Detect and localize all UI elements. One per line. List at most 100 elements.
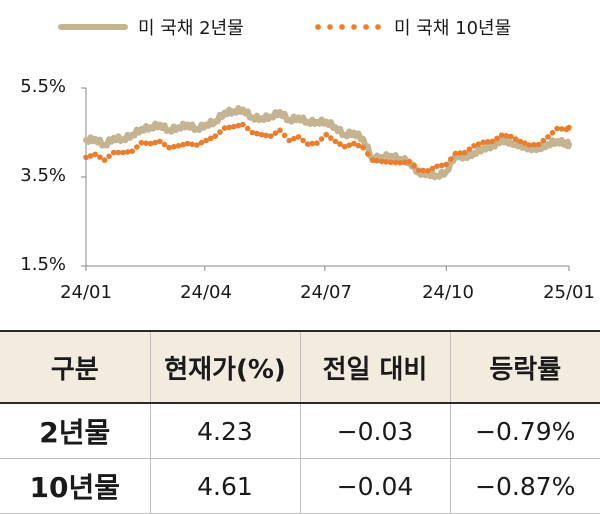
series-point-10y: [92, 151, 98, 158]
series-point-10y: [337, 141, 343, 147]
series-point-10y: [134, 144, 140, 150]
series-point-10y: [512, 136, 519, 142]
legend-label-10y: 미 국채 10년물: [394, 18, 512, 39]
y-tick-label: 5.5%: [20, 76, 66, 97]
x-tick-label: 24/10: [422, 282, 474, 303]
series-point-10y: [263, 132, 269, 139]
series-point-10y: [540, 137, 547, 144]
series-point-10y: [554, 125, 560, 132]
table-cell: 4.23: [149, 403, 300, 459]
x-tick-label: 25/01: [543, 282, 595, 303]
series-point-10y: [240, 121, 246, 128]
series-point-10y: [226, 124, 232, 131]
series-point-10y: [411, 163, 417, 169]
series-point-10y: [175, 143, 182, 149]
series-point-10y: [457, 150, 463, 156]
series-point-10y: [365, 151, 371, 157]
series-point-10y: [438, 162, 445, 169]
table-header-cell: 전일 대비: [299, 330, 450, 404]
series-point-10y: [452, 150, 459, 157]
series-point-10y: [526, 142, 533, 148]
x-tick-label: 24/07: [300, 282, 352, 303]
series-point-10y: [466, 146, 473, 152]
series-point-10y: [309, 140, 316, 147]
series-point-10y: [161, 141, 168, 148]
series-point-10y: [221, 125, 228, 131]
series-point-10y: [295, 134, 302, 140]
series-point-10y: [566, 124, 572, 131]
series-point-10y: [374, 158, 380, 164]
series-point-10y: [166, 144, 172, 151]
series-point-10y: [545, 134, 551, 140]
series-point-10y: [143, 140, 149, 146]
series-point-10y: [401, 159, 408, 166]
table-header-cell: 구분: [0, 330, 150, 404]
series-point-10y: [235, 122, 242, 129]
series-point-10y: [392, 159, 399, 166]
series-point-10y: [277, 127, 283, 134]
table-row: 10년물 4.61 −0.04 −0.87%: [0, 458, 600, 514]
table-row-label: 10년물: [0, 458, 150, 514]
series-point-10y: [332, 138, 339, 145]
series-point-10y: [124, 149, 131, 155]
table-cell: −0.79%: [449, 403, 600, 459]
series-point-10y: [97, 154, 103, 160]
series-point-10y: [184, 140, 191, 147]
series-point-10y: [485, 139, 491, 145]
series-point-10y: [448, 156, 454, 162]
table-cell: −0.04: [299, 458, 450, 514]
legend-swatch-2y: [58, 24, 128, 30]
series-point-10y: [535, 141, 542, 148]
series-point-10y: [147, 140, 154, 147]
series-point-10y: [328, 135, 334, 141]
table-cell: 4.61: [149, 458, 300, 514]
series-point-10y: [152, 139, 159, 146]
series-point-10y: [549, 129, 556, 136]
series-point-10y: [87, 153, 94, 159]
series-point-10y: [83, 154, 89, 161]
series-point-10y: [110, 149, 117, 156]
series-point-10y: [355, 142, 362, 149]
series-point-10y: [397, 160, 403, 166]
series-point-10y: [443, 161, 450, 168]
y-tick-label: 3.5%: [20, 165, 66, 186]
series-point-10y: [378, 158, 385, 165]
legend-item-2y: 미 국채 2년물: [58, 14, 244, 40]
series-point-10y: [351, 140, 357, 147]
series-point-10y: [517, 138, 523, 145]
series-point-10y: [138, 139, 145, 146]
series-point-10y: [531, 141, 537, 148]
table-header-row: 구분 현재가(%) 전일 대비 등락률: [0, 330, 600, 404]
series-layer: [83, 105, 572, 181]
series-point-10y: [194, 142, 200, 148]
series-point-10y: [203, 137, 209, 144]
series-point-10y: [498, 132, 505, 138]
series-point-10y: [291, 135, 297, 142]
series-point-10y: [420, 167, 427, 174]
series-point-10y: [369, 157, 376, 163]
line-chart: [81, 87, 572, 271]
y-tick-label: 1.5%: [20, 254, 66, 275]
series-point-10y: [425, 168, 431, 174]
series-point-10y: [508, 133, 514, 140]
series-point-10y: [475, 141, 482, 147]
series-point-10y: [346, 142, 353, 148]
series-point-10y: [180, 141, 186, 148]
series-point-10y: [489, 138, 496, 145]
series-point-10y: [415, 167, 422, 174]
yield-table: 구분 현재가(%) 전일 대비 등락률 2년물 4.23 −0.03 −0.79…: [0, 330, 600, 514]
series-point-10y: [212, 133, 219, 139]
series-point-10y: [314, 140, 320, 146]
series-point-10y: [429, 165, 436, 172]
series-point-10y: [480, 139, 487, 146]
series-point-10y: [217, 129, 223, 135]
table-cell: −0.03: [299, 403, 450, 459]
series-point-10y: [129, 148, 135, 154]
series-point-10y: [120, 149, 126, 156]
series-point-10y: [272, 130, 279, 136]
series-point-10y: [258, 131, 265, 138]
x-tick-label: 24/04: [180, 282, 232, 303]
chart-legend: 미 국채 2년물 미 국채 10년물: [0, 14, 600, 44]
series-point-10y: [254, 130, 260, 137]
series-point-10y: [101, 157, 108, 163]
